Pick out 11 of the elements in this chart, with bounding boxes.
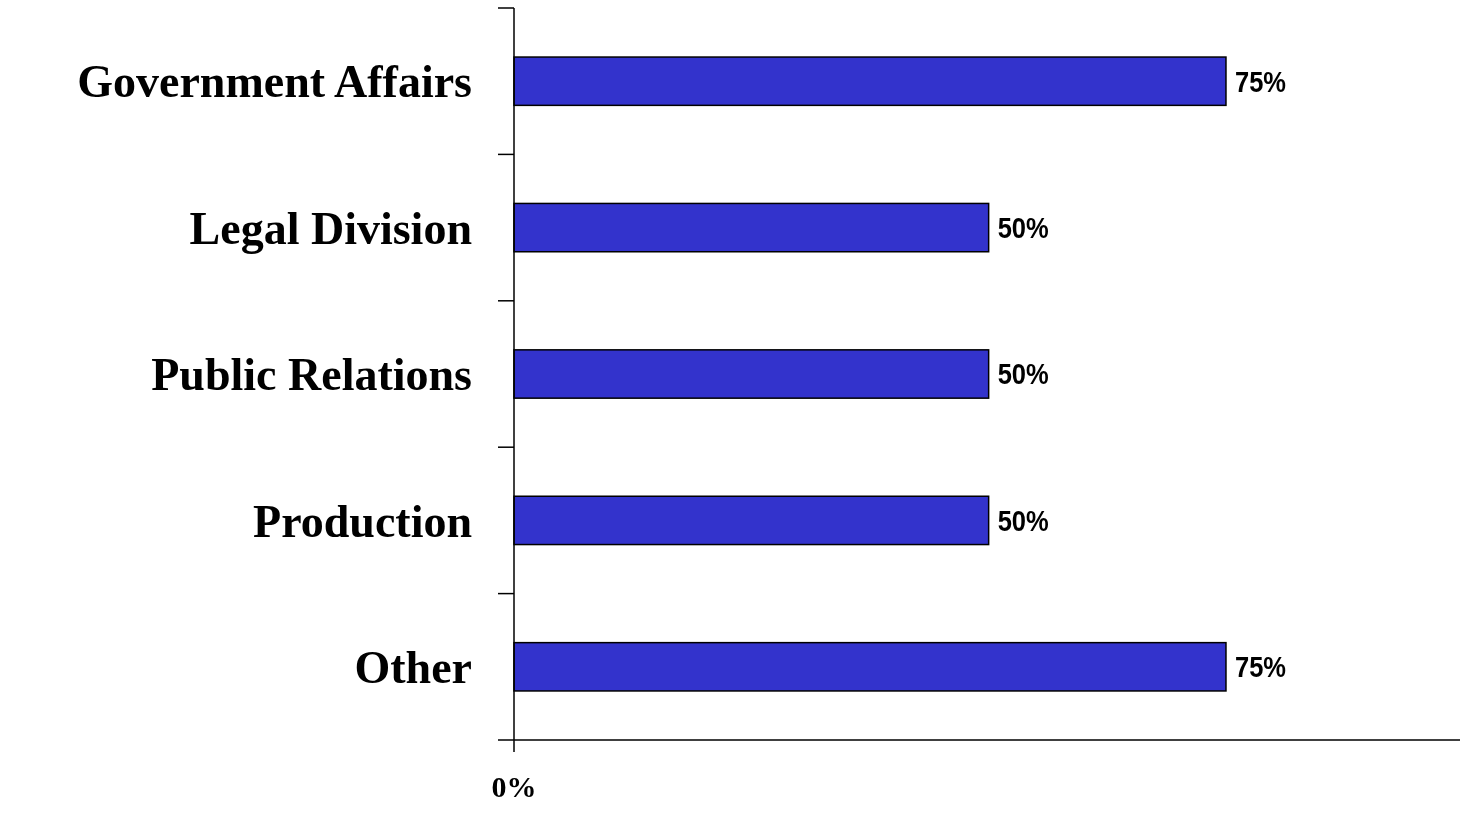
- y-tick-label: Production: [253, 495, 472, 547]
- data-label: 75%: [1234, 650, 1287, 684]
- data-label: 50%: [997, 503, 1049, 538]
- data-label: 50%: [997, 357, 1049, 391]
- y-tick-label: Public Relations: [151, 349, 472, 401]
- y-tick-label: Legal Division: [189, 202, 472, 254]
- data-label: 50%: [997, 211, 1049, 245]
- text: 0%: [491, 770, 537, 803]
- y-tick-label: Government Affairs: [77, 56, 472, 108]
- y-tick-label: Other: [354, 641, 472, 693]
- data-label: 75%: [1234, 64, 1287, 99]
